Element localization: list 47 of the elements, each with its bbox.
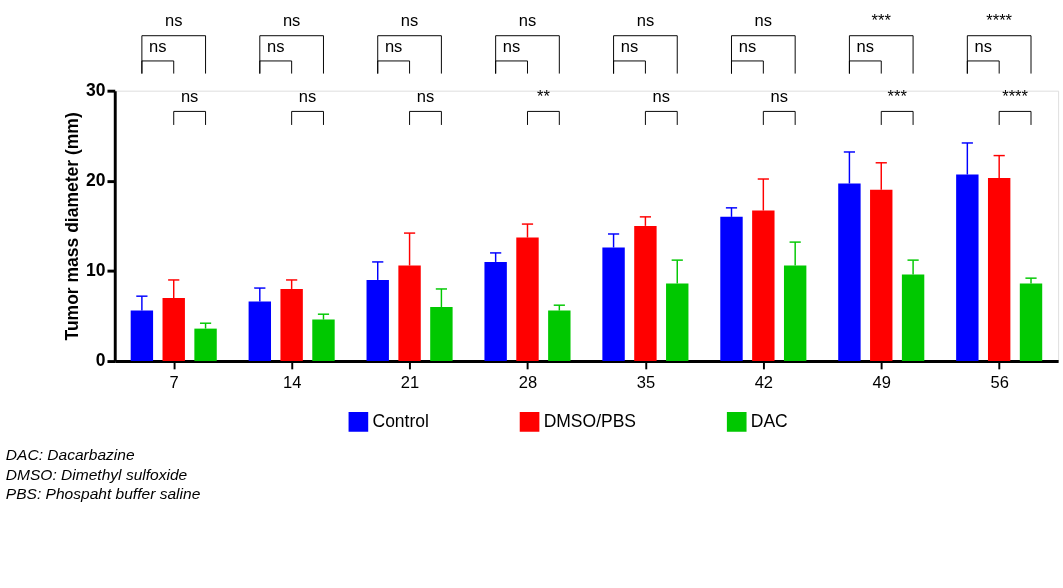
legend-label: DAC: [750, 410, 788, 431]
x-tick-label: 49: [872, 372, 891, 392]
text: PBS: Phospaht buffer saline: [5, 485, 201, 503]
bar: [194, 328, 217, 362]
text: ns: [738, 36, 757, 56]
bar: [312, 319, 335, 362]
y-tick-label: 30: [86, 80, 106, 101]
x-tick-label: 21: [400, 372, 420, 392]
text: ns: [282, 11, 301, 31]
x-tick-label: 35: [636, 372, 656, 392]
x-tick-label: 14: [282, 372, 302, 392]
annotation: ***: [887, 87, 908, 107]
annotation: ****: [1002, 87, 1029, 107]
annotation: ns: [298, 87, 317, 107]
text: ns: [165, 11, 183, 31]
text: ****: [986, 11, 1013, 31]
text: DAC: Dacarbazine: [5, 446, 135, 464]
bar: [548, 310, 571, 362]
annotation: ns: [770, 87, 788, 107]
text: DMSO: Dimethyl sulfoxide: [5, 465, 188, 483]
text: ns: [754, 11, 773, 31]
text: ns: [856, 36, 875, 56]
text: ns: [267, 36, 285, 56]
y-tick-label: 0: [95, 350, 106, 371]
text: ns: [502, 36, 521, 56]
text: ns: [384, 36, 403, 56]
annotation: ns: [180, 87, 199, 107]
text: ns: [636, 11, 655, 31]
bar: [1019, 283, 1043, 362]
y-tick-label: 10: [86, 260, 106, 281]
legend-label: DMSO/PBS: [543, 410, 637, 431]
annotation: ns: [652, 87, 671, 107]
text: ***: [871, 11, 892, 31]
x-tick-label: 28: [518, 372, 538, 392]
text: ns: [400, 11, 419, 31]
y-axis-title: Tumor mass diameter (mm): [62, 112, 83, 341]
x-tick-label: 7: [169, 372, 179, 392]
text: ns: [518, 11, 537, 31]
text: ns: [974, 36, 992, 56]
annotation: ns: [416, 87, 435, 107]
text: ns: [149, 36, 167, 56]
y-tick-label: 20: [86, 170, 106, 191]
legend-label: Control: [372, 410, 429, 431]
text: ns: [620, 36, 639, 56]
x-tick-label: 56: [990, 372, 1009, 392]
x-tick-label: 42: [754, 372, 774, 392]
annotation: **: [536, 87, 551, 107]
